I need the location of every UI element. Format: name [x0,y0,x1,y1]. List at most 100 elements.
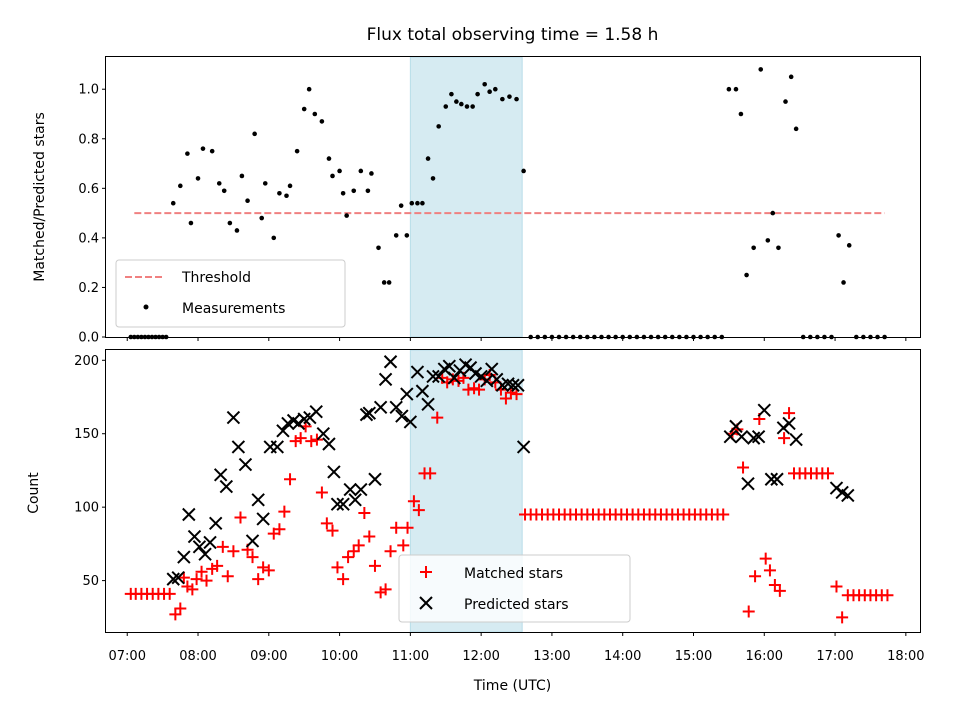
legend-matched-label: Matched stars [464,566,563,582]
x-tick-label: 14:00 [604,649,641,664]
measurement-point [436,124,441,129]
matched-star-marker [284,473,297,486]
legend-measurements-label: Measurements [182,301,285,317]
bottom-y-tick-label: 200 [74,354,99,369]
measurement-point [459,101,464,107]
matched-star-marker [737,461,750,474]
measurement-point [262,181,268,186]
measurement-point [443,104,449,109]
matched-star-marker [759,552,772,565]
predicted-star-marker [421,397,435,412]
matched-star-marker [397,539,410,552]
matched-star-marker [717,508,730,521]
measurement-point [744,272,749,278]
predicted-star-marker [734,429,749,444]
predicted-star-marker [238,457,253,472]
measurement-point [393,233,399,238]
top-legend-box [115,259,346,328]
predicted-star-marker [729,419,743,434]
predicted-star-marker [741,476,755,491]
measurement-point [330,173,335,179]
predicted-stars-layer [166,355,855,586]
measurement-point [277,190,282,196]
matched-star-marker [211,559,224,572]
top-y-tick-label: 1.0 [78,83,99,98]
predicted-star-marker [348,493,362,507]
bottom-y-tick-label: 150 [74,427,99,442]
matched-star-marker [227,545,240,558]
matched-star-marker [234,511,247,524]
bottom-y-tick-label: 50 [82,574,99,589]
predicted-star-marker [368,472,382,486]
predicted-star-marker [403,415,418,429]
predicted-star-marker [226,410,241,425]
predicted-star-marker [327,465,341,479]
predicted-star-marker [354,482,368,497]
x-tick-label: 12:00 [462,649,499,664]
matched-star-marker [749,570,762,583]
matched-star-marker [342,551,355,564]
matched-star-marker [252,573,265,586]
matched-star-marker [431,411,444,424]
predicted-star-marker [219,479,234,494]
measurement-point [234,228,240,233]
predicted-star-marker [764,472,779,486]
predicted-star-marker [770,472,784,486]
predicted-star-marker [192,540,207,554]
matched-star-marker [836,611,849,624]
measurement-point [178,183,183,189]
matched-star-marker [174,602,187,615]
matched-star-marker [221,570,234,583]
matched-star-marker [368,559,381,572]
measurement-point [195,176,201,181]
predicted-star-marker [231,440,246,454]
top-axes-frame [105,56,921,338]
matched-star-marker [778,432,791,445]
predicted-star-marker [213,468,228,482]
measurement-point [776,245,781,251]
measurement-point [751,245,756,251]
predicted-star-marker [309,404,323,419]
matched-star-marker [305,435,318,448]
legend-threshold-label: Threshold [181,270,251,286]
measurement-point [245,198,250,204]
bottom-legend: Matched stars Predicted stars [398,554,631,623]
x-tick-label: 08:00 [179,649,216,664]
predicted-star-marker [782,416,796,431]
measurement-point [287,183,293,189]
measurement-point [482,81,487,87]
matched-star-marker [363,530,376,543]
x-axis-label: Time (UTC) [473,678,551,694]
predicted-star-marker [447,371,461,385]
measurement-point [521,168,526,174]
x-tick-label: 09:00 [250,649,287,664]
measurement-point [765,238,771,243]
matched-star-marker [315,486,328,499]
top-y-tick-label: 0.6 [78,182,99,197]
measurement-point [365,188,371,194]
measurement-point [319,119,325,124]
matched-star-marker [412,504,425,517]
measurement-point [500,96,505,102]
bottom-x-axis-ticks: 07:00 08:00 09:00 10:00 11:00 12:00 13:00 14:00… [109,632,925,664]
predicted-star-marker [485,362,499,376]
measurement-point [358,168,364,174]
matched-star-marker [294,432,307,445]
measurement-point [381,280,387,285]
legend-matched-swatch [420,566,432,578]
predicted-star-marker [751,429,766,444]
matched-star-marker [262,564,275,577]
measurement-point [738,111,744,117]
x-tick-label: 16:00 [746,649,783,664]
predicted-star-marker [383,355,398,369]
matched-star-marker [401,521,414,534]
measurement-point [430,176,436,181]
matched-star-marker [742,605,755,618]
predicted-star-marker [177,550,191,564]
measurement-point [284,193,289,199]
matched-star-marker [186,583,199,596]
matched-star-marker [337,573,350,586]
bottom-y-tick-label: 100 [74,501,99,516]
predicted-star-marker [389,400,403,414]
measurement-point [351,188,357,194]
